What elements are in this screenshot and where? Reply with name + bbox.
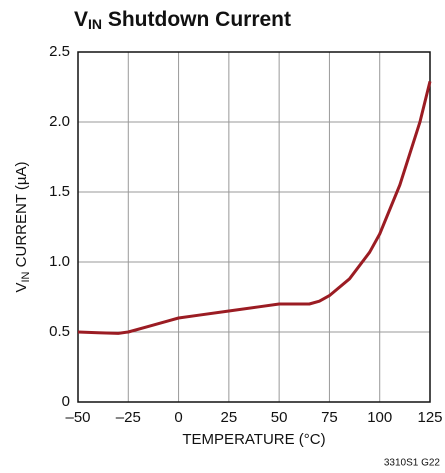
x-tick-label: 125 [417, 409, 442, 426]
x-axis-label: TEMPERATURE (°C) [182, 431, 325, 448]
title-subscript: IN [88, 16, 102, 32]
x-tick-label: –25 [116, 409, 141, 426]
plot-frame [77, 51, 431, 403]
title-part: V [74, 8, 88, 31]
footnote: 3310S1 G22 [384, 458, 441, 469]
y-tick-label: 2.5 [49, 43, 70, 60]
y-axis-label: VIN CURRENT (µA) [13, 161, 32, 292]
y-tick-label: 0 [62, 393, 70, 410]
x-tick-label: 50 [271, 409, 288, 426]
x-tick-label: 0 [174, 409, 182, 426]
y-tick-label: 0.5 [49, 323, 70, 340]
chart-title: VIN Shutdown Current [74, 8, 291, 32]
x-tick-label: 25 [221, 409, 238, 426]
y-tick-label: 2.0 [49, 113, 70, 130]
title-part: Shutdown Current [102, 8, 291, 31]
x-tick-label: 100 [367, 409, 392, 426]
x-tick-label: 75 [321, 409, 338, 426]
data-line [77, 81, 432, 335]
y-tick-label: 1.0 [49, 253, 70, 270]
y-label-subscript: IN [20, 271, 32, 282]
y-label-part: V [13, 283, 30, 293]
y-tick-label: 1.5 [49, 183, 70, 200]
x-tick-label: –50 [65, 409, 90, 426]
y-label-part: CURRENT (µA) [13, 161, 30, 271]
